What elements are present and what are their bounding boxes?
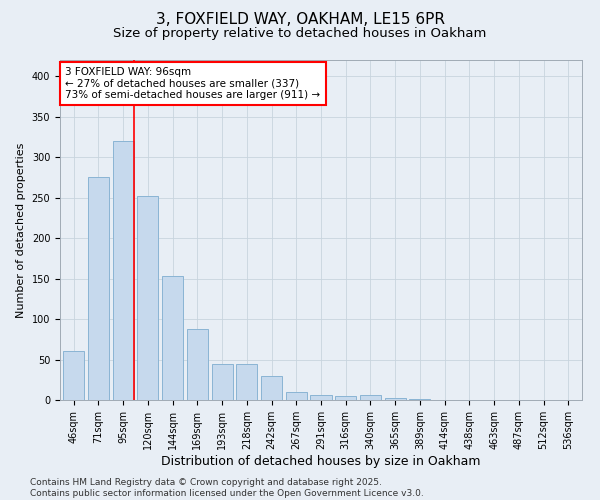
Bar (212, 364, 233, 400)
Bar (310, 395, 332, 400)
Bar (385, 398, 406, 400)
X-axis label: Distribution of detached houses by size in Oakham: Distribution of detached houses by size … (161, 454, 481, 468)
Bar (187, 329, 208, 400)
Bar (236, 364, 257, 400)
Bar (63, 352, 84, 400)
Bar (409, 399, 430, 400)
Y-axis label: Number of detached properties: Number of detached properties (16, 142, 26, 318)
Bar (137, 196, 158, 400)
Bar (162, 276, 183, 400)
Text: Contains HM Land Registry data © Crown copyright and database right 2025.
Contai: Contains HM Land Registry data © Crown c… (30, 478, 424, 498)
Text: 3 FOXFIELD WAY: 96sqm
← 27% of detached houses are smaller (337)
73% of semi-det: 3 FOXFIELD WAY: 96sqm ← 27% of detached … (65, 67, 320, 100)
Text: Size of property relative to detached houses in Oakham: Size of property relative to detached ho… (113, 28, 487, 40)
Bar (360, 395, 381, 400)
Bar (88, 178, 109, 400)
Bar (113, 141, 134, 400)
Bar (335, 396, 356, 400)
Bar (261, 376, 282, 400)
Bar (286, 392, 307, 400)
Text: 3, FOXFIELD WAY, OAKHAM, LE15 6PR: 3, FOXFIELD WAY, OAKHAM, LE15 6PR (155, 12, 445, 28)
